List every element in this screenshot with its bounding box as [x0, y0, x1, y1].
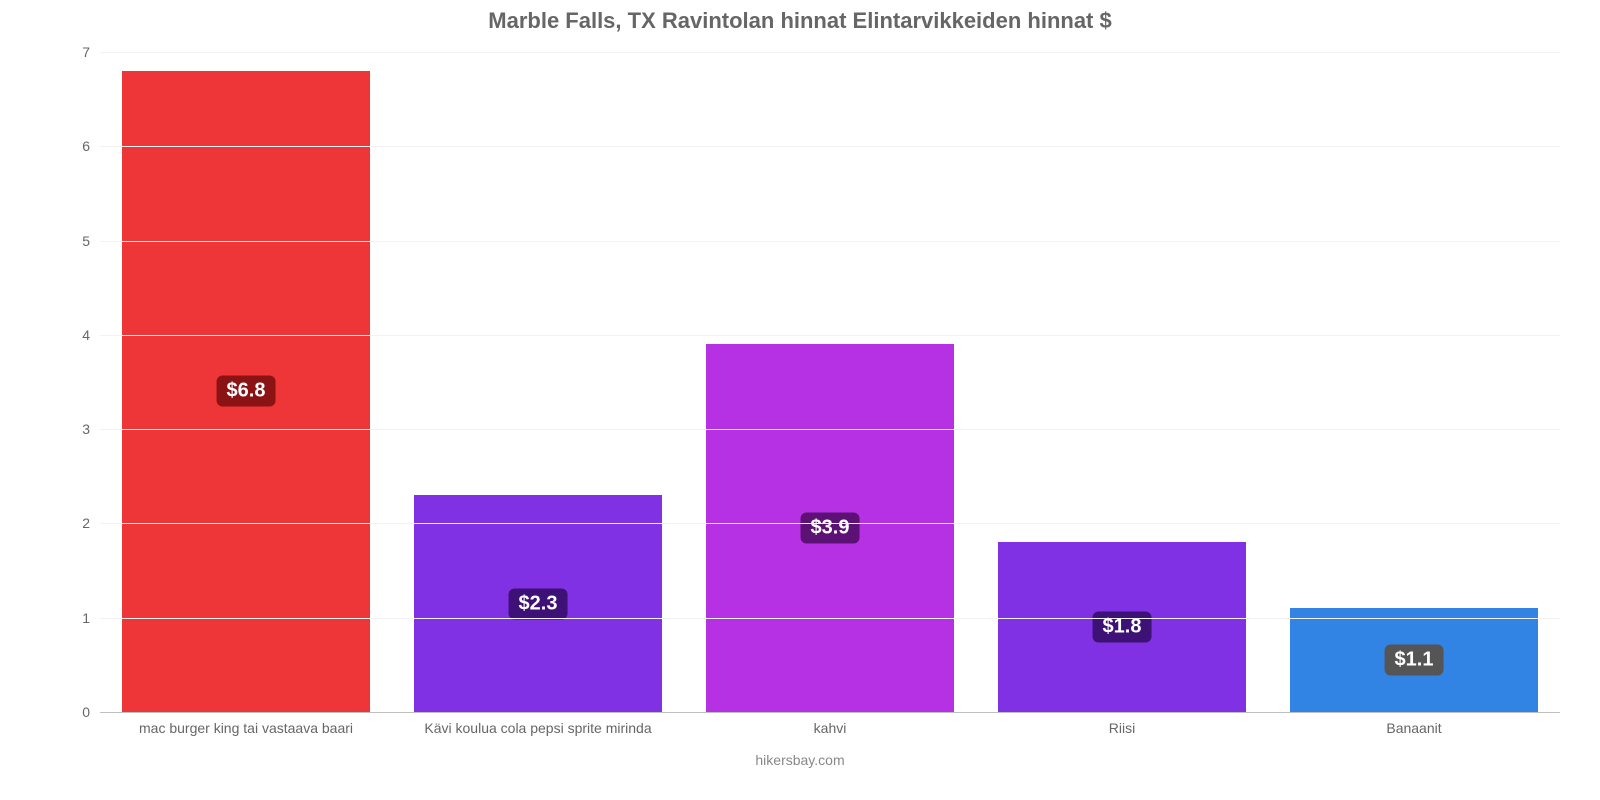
value-badge: $1.8 — [1093, 612, 1152, 643]
gridline — [100, 241, 1560, 242]
x-tick-label: Banaanit — [1386, 720, 1441, 736]
y-tick-label: 7 — [82, 44, 100, 60]
y-tick-label: 1 — [82, 610, 100, 626]
gridline — [100, 52, 1560, 53]
plot-area: $6.8$2.3$3.9$1.8$1.1 01234567 — [100, 52, 1560, 712]
y-tick-label: 3 — [82, 421, 100, 437]
y-tick-label: 2 — [82, 515, 100, 531]
y-tick-label: 6 — [82, 138, 100, 154]
value-badge: $6.8 — [217, 376, 276, 407]
y-tick-label: 4 — [82, 327, 100, 343]
gridline — [100, 429, 1560, 430]
y-tick-label: 0 — [82, 704, 100, 720]
y-tick-label: 5 — [82, 233, 100, 249]
gridline — [100, 712, 1560, 713]
gridline — [100, 523, 1560, 524]
value-badge: $1.1 — [1385, 645, 1444, 676]
x-tick-label: Riisi — [1109, 720, 1135, 736]
bars-layer: $6.8 $2.3 $3.9 $1.8 $1.1 — [100, 52, 1560, 712]
bar: $3.9 — [706, 344, 954, 712]
bar: $1.1 — [1290, 608, 1538, 712]
chart-container: Marble Falls, TX Ravintolan hinnat Elint… — [0, 0, 1600, 800]
bar: $1.8 — [998, 542, 1246, 712]
bar: $6.8 — [122, 71, 370, 712]
value-badge: $3.9 — [801, 513, 860, 544]
chart-title: Marble Falls, TX Ravintolan hinnat Elint… — [0, 8, 1600, 34]
x-tick-label: kahvi — [814, 720, 847, 736]
gridline — [100, 335, 1560, 336]
gridline — [100, 146, 1560, 147]
attribution-text: hikersbay.com — [0, 752, 1600, 768]
bar: $2.3 — [414, 495, 662, 712]
gridline — [100, 618, 1560, 619]
x-tick-label: mac burger king tai vastaava baari — [139, 720, 353, 736]
value-badge: $2.3 — [509, 588, 568, 619]
x-tick-label: Kävi koulua cola pepsi sprite mirinda — [424, 720, 651, 736]
